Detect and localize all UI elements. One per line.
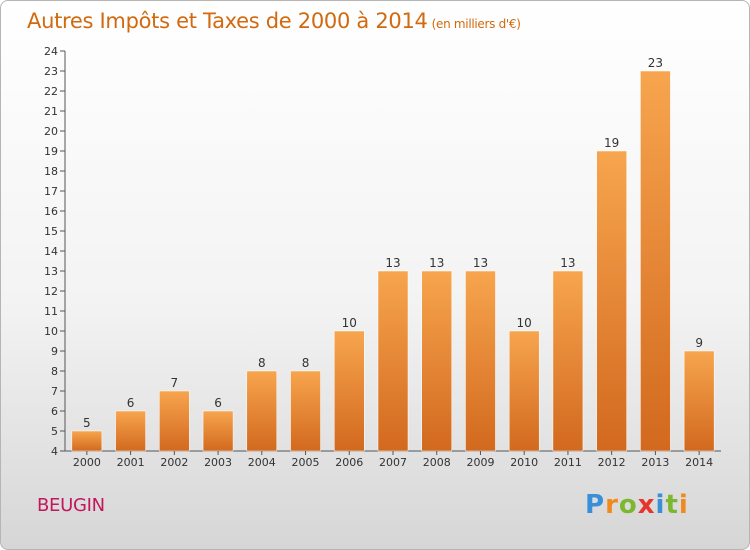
bar <box>552 270 584 452</box>
y-tick-label: 16 <box>44 205 58 218</box>
bar <box>596 150 627 452</box>
x-tick-label: 2009 <box>466 456 494 469</box>
x-tick-label: 2003 <box>204 456 232 469</box>
bar-value-label: 7 <box>171 376 179 390</box>
y-tick-label: 19 <box>44 145 58 158</box>
commune-name: BEUGIN <box>37 495 105 516</box>
chart-title-text: Autres Impôts et Taxes de 2000 à 2014 <box>27 9 428 33</box>
x-tick-label: 2012 <box>598 456 626 469</box>
bar <box>465 270 496 452</box>
y-tick-label: 18 <box>44 165 58 178</box>
logo-letter: t <box>665 490 679 520</box>
y-tick-label: 13 <box>44 265 58 278</box>
bar-value-label: 19 <box>604 136 619 150</box>
y-tick-label: 12 <box>44 285 58 298</box>
bar-value-label: 13 <box>429 256 444 270</box>
y-tick-label: 5 <box>51 425 58 438</box>
bar <box>421 270 452 452</box>
bar <box>246 370 278 452</box>
bar <box>334 330 365 452</box>
bar <box>683 350 715 452</box>
logo-letter: i <box>655 490 666 520</box>
bar-value-label: 10 <box>342 316 357 330</box>
bar <box>71 430 103 452</box>
bar-value-label: 13 <box>385 256 400 270</box>
bar-value-label: 9 <box>695 336 703 350</box>
bar-value-label: 6 <box>127 396 135 410</box>
y-tick-label: 15 <box>44 225 58 238</box>
bar-value-label: 13 <box>473 256 488 270</box>
bar <box>640 70 671 452</box>
bar <box>508 330 540 452</box>
logo-letter: x <box>637 490 656 520</box>
y-tick-label: 23 <box>44 65 58 78</box>
bar-value-label: 8 <box>258 356 266 370</box>
logo-letter: P <box>585 490 606 520</box>
bar <box>202 410 234 452</box>
y-tick-label: 7 <box>51 385 58 398</box>
x-tick-label: 2007 <box>379 456 407 469</box>
x-tick-label: 2006 <box>335 456 363 469</box>
chart-title: Autres Impôts et Taxes de 2000 à 2014 (en… <box>27 9 521 33</box>
x-tick-label: 2001 <box>117 456 145 469</box>
chart-unit-note: (en milliers d'€) <box>431 17 521 31</box>
y-tick-label: 6 <box>51 405 58 418</box>
y-tick-label: 10 <box>44 325 58 338</box>
x-tick-label: 2005 <box>292 456 320 469</box>
bar-value-label: 10 <box>517 316 532 330</box>
logo-letter: r <box>605 490 619 520</box>
bar <box>159 390 190 452</box>
bar <box>377 270 409 452</box>
y-tick-label: 20 <box>44 125 58 138</box>
bar-value-label: 6 <box>214 396 222 410</box>
y-tick-label: 21 <box>44 105 58 118</box>
y-tick-label: 11 <box>44 305 58 318</box>
x-tick-label: 2011 <box>554 456 582 469</box>
proxiti-logo: Proxiti <box>585 490 689 520</box>
bar-value-label: 13 <box>560 256 575 270</box>
bar <box>115 410 146 452</box>
y-tick-label: 4 <box>51 445 58 458</box>
x-tick-label: 2014 <box>685 456 713 469</box>
bar-value-label: 5 <box>83 416 91 430</box>
y-tick-label: 8 <box>51 365 58 378</box>
logo-letter: o <box>618 490 638 520</box>
y-tick-label: 24 <box>44 45 58 58</box>
y-tick-label: 9 <box>51 345 58 358</box>
x-tick-label: 2010 <box>510 456 538 469</box>
logo-letter: i <box>678 490 689 520</box>
x-tick-label: 2000 <box>73 456 101 469</box>
y-tick-label: 17 <box>44 185 58 198</box>
bar-value-label: 8 <box>302 356 310 370</box>
bar-value-label: 23 <box>648 56 663 70</box>
y-tick-label: 22 <box>44 85 58 98</box>
x-tick-label: 2013 <box>641 456 669 469</box>
bar <box>290 370 321 452</box>
x-tick-label: 2002 <box>160 456 188 469</box>
y-tick-label: 14 <box>44 245 58 258</box>
x-tick-label: 2008 <box>423 456 451 469</box>
x-tick-label: 2004 <box>248 456 276 469</box>
